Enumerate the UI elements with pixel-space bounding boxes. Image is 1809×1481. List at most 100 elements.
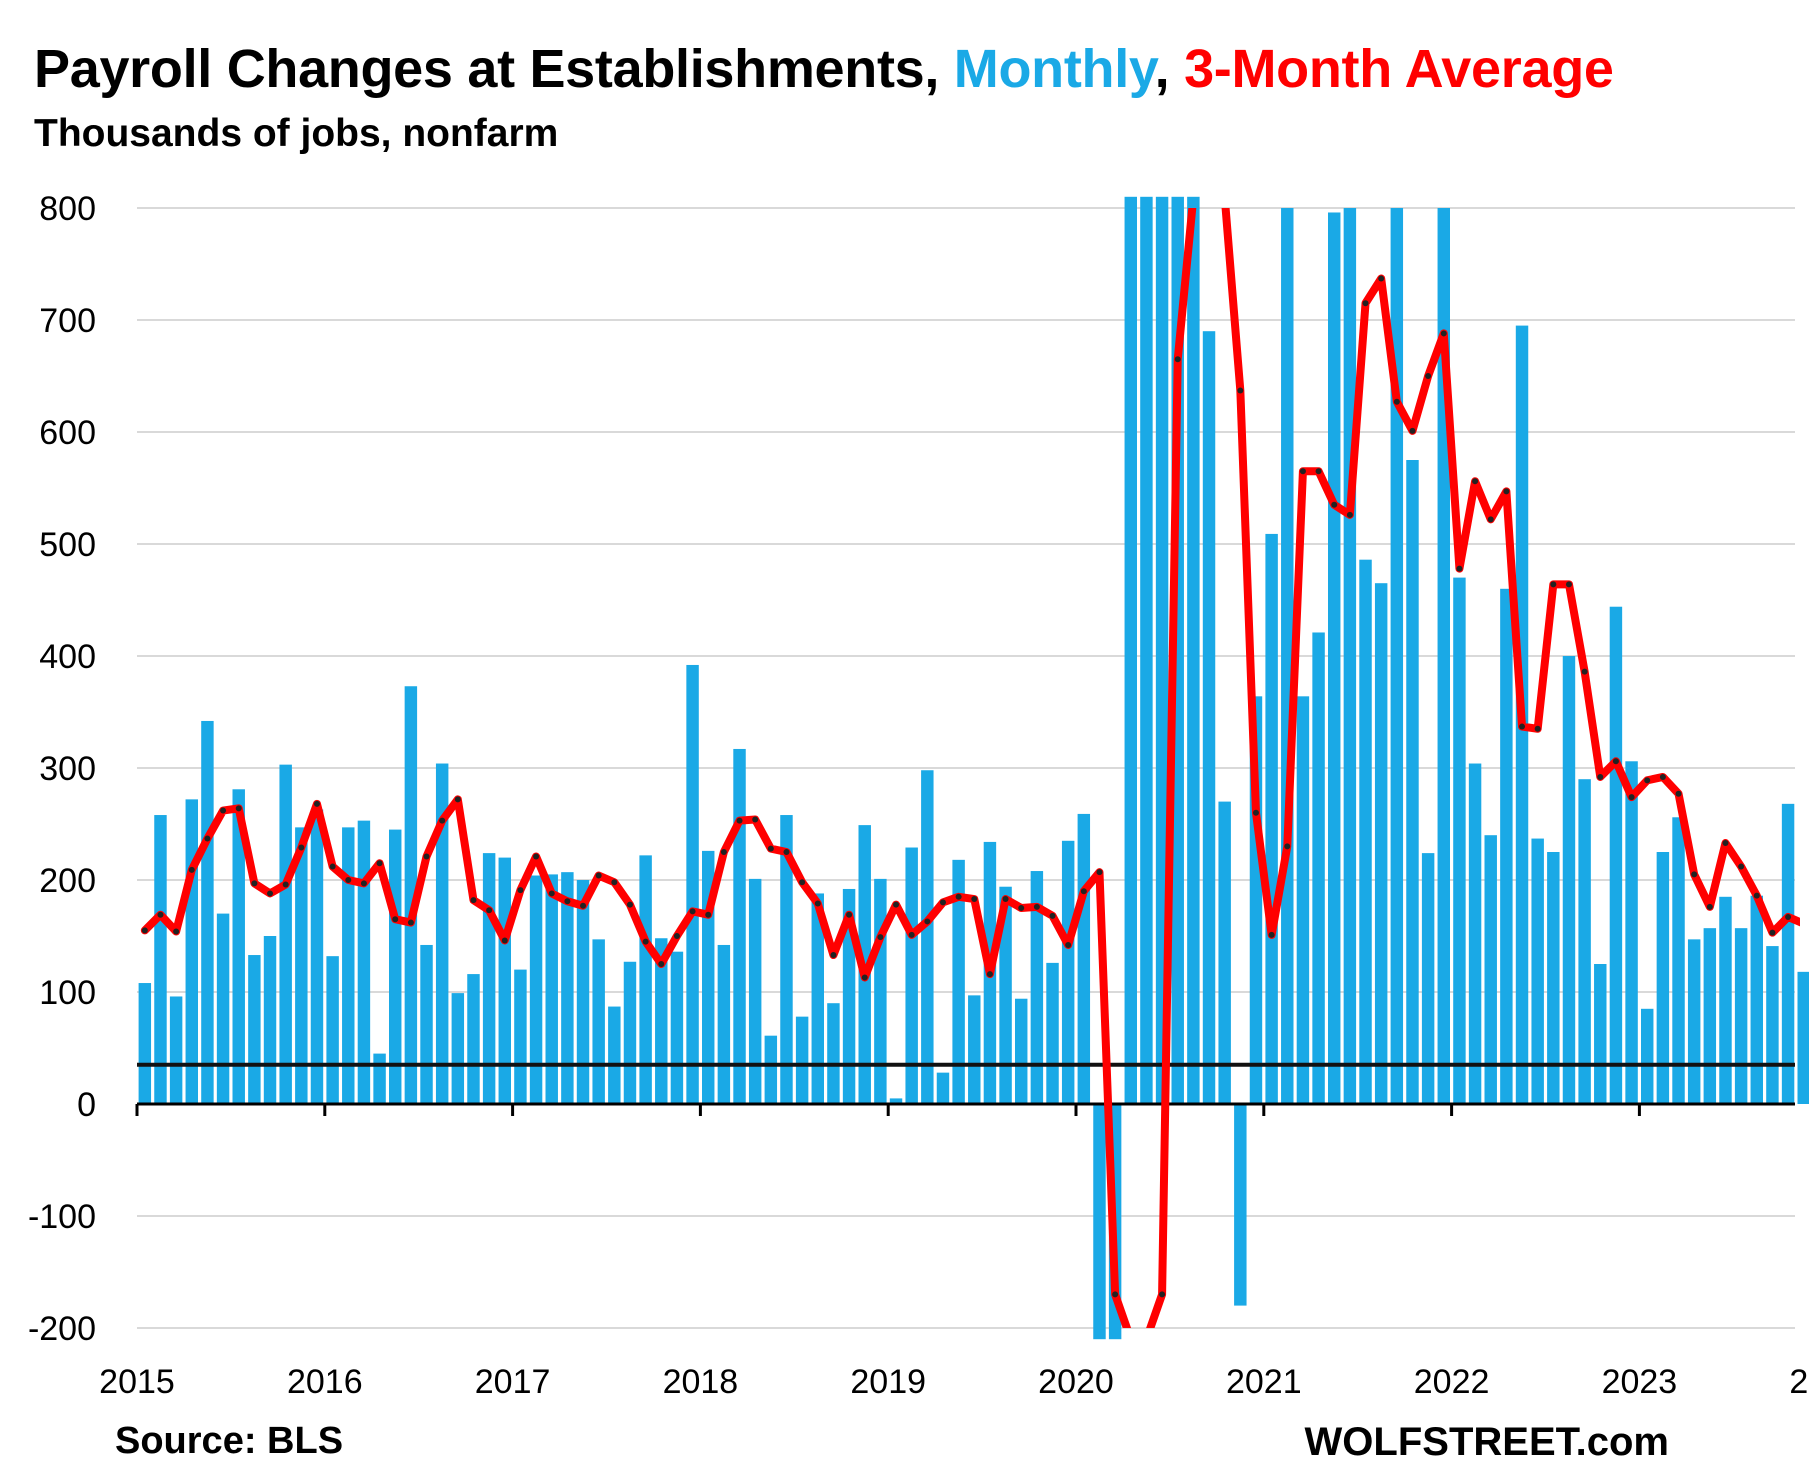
monthly-bar (342, 827, 355, 1104)
average-point (1002, 896, 1009, 903)
average-point (1018, 905, 1025, 911)
monthly-bar (404, 686, 418, 1104)
average-point (392, 916, 399, 923)
x-axis-labels: 2015 2016 2017 2018 2019 2020 2021 2022 2023 2024… (99, 1363, 1809, 1401)
average-point (1581, 668, 1588, 675)
monthly-bar (1500, 588, 1513, 1104)
average-point (188, 866, 195, 873)
average-point (1284, 843, 1291, 850)
monthly-bar (1328, 212, 1341, 1105)
average-point (658, 961, 665, 967)
x-tick-label: 2016 (287, 1363, 363, 1401)
average-point (1174, 356, 1181, 363)
monthly-bar (1202, 331, 1216, 1104)
average-point (1065, 941, 1072, 948)
average-point (720, 849, 727, 855)
title-part-separator: , (1154, 39, 1185, 99)
source-note: Source: BLS (115, 1420, 344, 1462)
monthly-bar (169, 996, 183, 1104)
y-tick-label: 200 (39, 862, 96, 900)
monthly-bar (1374, 583, 1388, 1104)
monthly-bar (1124, 196, 1137, 1105)
monthly-bar (1390, 208, 1404, 1104)
average-point (1644, 777, 1651, 784)
monthly-bar (1406, 460, 1419, 1104)
y-axis-labels: -200 -100 0 100 200 300 400 500 600 700 800 (28, 190, 96, 1348)
monthly-bar (1734, 928, 1748, 1104)
average-point (1519, 723, 1526, 730)
average-point (235, 805, 242, 812)
monthly-bar (936, 1072, 950, 1104)
average-point (1080, 888, 1087, 895)
average-point (533, 853, 540, 860)
average-point (1738, 863, 1745, 870)
y-tick-label: 600 (39, 414, 96, 452)
monthly-bar (686, 664, 699, 1104)
three-month-average-line (140, 208, 1800, 1328)
monthly-bar (451, 993, 465, 1104)
average-point (580, 902, 587, 909)
monthly-bar (1421, 853, 1435, 1104)
average-point (501, 937, 508, 944)
title-part-average: 3-Month Average (1184, 39, 1614, 99)
monthly-bar (1343, 208, 1357, 1104)
monthly-bar (1453, 577, 1466, 1104)
monthly-bar (498, 857, 511, 1104)
monthly-bar (1687, 939, 1701, 1104)
average-point (1237, 387, 1244, 394)
monthly-bar (1296, 696, 1310, 1104)
average-point (1597, 773, 1604, 780)
chart-title: Payroll Changes at Establishments, Month… (34, 38, 1614, 100)
monthly-bar (435, 763, 449, 1104)
monthly-bar (576, 880, 590, 1104)
average-point (595, 872, 602, 879)
monthly-bar (1531, 838, 1544, 1104)
monthly-bar (1766, 946, 1779, 1104)
monthly-bar (827, 1003, 840, 1104)
monthly-bar (357, 820, 371, 1104)
average-point (1691, 871, 1698, 878)
monthly-bar (248, 955, 261, 1104)
average-point (1331, 501, 1338, 508)
monthly-bar (185, 799, 198, 1104)
monthly-bar (921, 770, 934, 1104)
monthly-bar (1234, 1104, 1247, 1306)
monthly-bar (263, 936, 277, 1104)
average-point (1112, 1291, 1119, 1298)
average-point (1049, 912, 1056, 919)
average-point (1268, 931, 1275, 938)
average-point (893, 901, 900, 908)
monthly-bar (748, 878, 762, 1104)
monthly-bar (1672, 817, 1685, 1104)
average-point (1612, 758, 1619, 765)
average-point (1315, 468, 1322, 475)
monthly-bar (545, 874, 558, 1104)
monthly-bar (310, 809, 324, 1104)
average-point (1785, 913, 1792, 920)
average-point (173, 928, 180, 935)
average-point (157, 911, 164, 918)
x-tick-label: 2018 (663, 1363, 739, 1401)
x-tick-label: 2021 (1226, 1363, 1302, 1401)
monthly-bar (1140, 196, 1153, 1105)
monthly-bar (717, 944, 731, 1104)
average-point (298, 844, 305, 851)
monthly-bar (811, 893, 824, 1104)
monthly-bar (1594, 964, 1607, 1104)
average-point (1425, 373, 1432, 379)
average-point (955, 893, 962, 900)
y-tick-label: 700 (39, 302, 96, 340)
monthly-bar (1077, 813, 1091, 1104)
average-point (423, 853, 430, 860)
monthly-bar (420, 944, 433, 1104)
average-point (1769, 929, 1776, 936)
average-point (642, 938, 649, 945)
monthly-bar (1046, 962, 1059, 1104)
average-point (1378, 275, 1385, 282)
monthly-bar (780, 815, 793, 1104)
average-point (1409, 427, 1416, 434)
average-point (1628, 794, 1635, 801)
average-point (360, 880, 367, 887)
monthly-bar (514, 969, 527, 1104)
brand-label: WOLFSTREET.com (1304, 1420, 1669, 1464)
